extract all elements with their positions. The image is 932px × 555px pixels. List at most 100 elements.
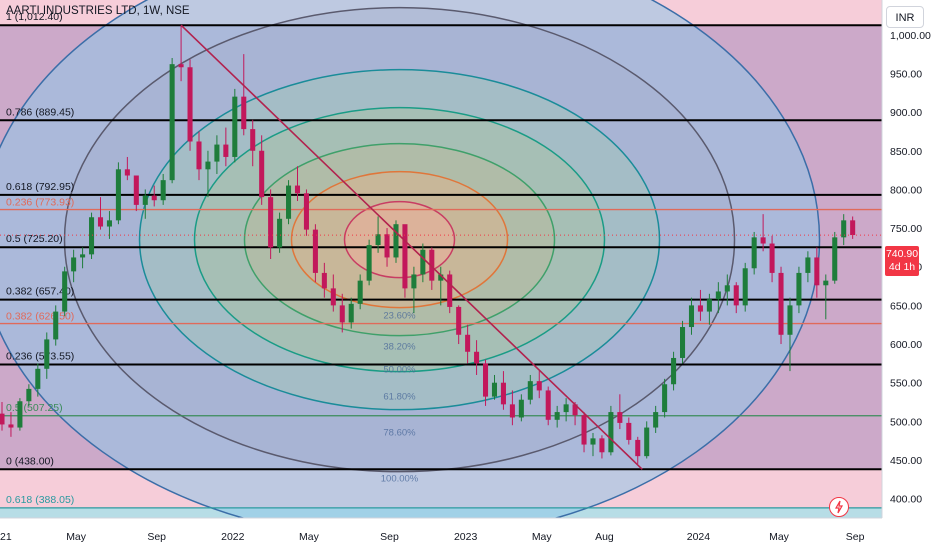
candle-body xyxy=(554,412,560,420)
chart-title: AARTI INDUSTRIES LTD, 1W, NSE xyxy=(6,5,190,17)
candle-body xyxy=(115,169,121,221)
candle-body xyxy=(841,220,847,238)
candle-body xyxy=(850,220,856,236)
x-tick-label: May xyxy=(299,531,320,543)
candle-body xyxy=(330,288,336,306)
candle-body xyxy=(545,390,551,420)
candles xyxy=(0,25,856,464)
x-tick-label: 2021 xyxy=(0,531,12,543)
candle-body xyxy=(277,218,283,248)
candle-body xyxy=(671,357,677,385)
last-price-tag: 740.90 4d 1h xyxy=(885,246,919,276)
candle-body xyxy=(787,305,793,335)
candle-body xyxy=(832,237,838,281)
candle-body xyxy=(169,64,175,181)
candle-body xyxy=(509,404,515,418)
candle-body xyxy=(97,217,104,227)
candle-body xyxy=(393,224,399,258)
candle-body xyxy=(366,245,372,281)
candle-body xyxy=(760,237,766,244)
candle-body xyxy=(0,413,5,425)
last-price: 740.90 xyxy=(885,248,919,260)
candle-body xyxy=(321,272,327,289)
candle-body xyxy=(205,161,211,170)
candle-body xyxy=(312,229,318,273)
x-tick-label: Sep xyxy=(147,531,166,543)
candle-body xyxy=(751,237,757,269)
candle-body xyxy=(339,305,345,323)
candle-body xyxy=(420,249,426,275)
candle-body xyxy=(697,305,703,312)
candle-body xyxy=(563,404,569,413)
candle-body xyxy=(599,438,605,453)
candle-body xyxy=(680,327,686,358)
candle-body xyxy=(626,422,632,440)
fib-secondary-label: 0.236 (773.93) xyxy=(6,197,74,209)
fib-circle-label: 100.00% xyxy=(381,474,419,485)
candle-body xyxy=(518,399,524,418)
fib-level-label: 0.382 (657.40) xyxy=(6,286,74,298)
bar-countdown: 4d 1h xyxy=(888,261,916,273)
candle-body xyxy=(151,195,157,201)
lightning-bolt-icon[interactable] xyxy=(829,497,849,517)
candle-body xyxy=(814,257,820,286)
candle-body xyxy=(429,249,435,281)
candle-body xyxy=(483,363,489,397)
x-tick-label: Aug xyxy=(595,531,614,543)
candle-body xyxy=(375,234,381,246)
candle-body xyxy=(187,67,193,142)
y-tick-label: 500.00 xyxy=(890,416,922,428)
candle-body xyxy=(662,384,668,413)
x-tick-label: 2022 xyxy=(221,531,245,543)
candle-body xyxy=(653,412,659,428)
candle-body xyxy=(491,382,498,397)
candle-body xyxy=(106,220,112,227)
fib-level-label: 0.618 (388.05) xyxy=(6,494,74,506)
candle-body xyxy=(250,129,256,151)
candle-body xyxy=(71,257,77,272)
candle-body xyxy=(357,280,363,304)
candle-body xyxy=(80,254,86,258)
candle-body xyxy=(590,438,596,445)
trend-line xyxy=(180,24,643,470)
x-tick-label: May xyxy=(769,531,790,543)
candle-body xyxy=(778,272,784,335)
candle-body xyxy=(62,271,68,312)
x-axis: 2021 May Sep 2022 May Sep 2023 May Aug 2024 May Sep xyxy=(0,517,882,550)
y-tick-label: 600.00 xyxy=(890,339,922,351)
currency-button[interactable]: INR xyxy=(886,6,924,28)
candle-body xyxy=(688,305,695,328)
y-tick-label: 450.00 xyxy=(890,455,922,467)
fib-circle-label: 61.80% xyxy=(383,392,416,403)
candle-body xyxy=(142,195,148,205)
candle-body xyxy=(232,96,238,157)
y-tick-label: 800.00 xyxy=(890,184,922,196)
candle-body xyxy=(268,197,274,248)
x-axis-bg xyxy=(0,518,882,550)
candle-body xyxy=(447,274,453,307)
candle-body xyxy=(8,424,14,428)
y-tick-label: 650.00 xyxy=(890,300,922,312)
candle-body xyxy=(769,243,775,273)
candle-body xyxy=(348,303,354,323)
candle-body xyxy=(474,351,480,364)
fib-level-label: 0 (438.00) xyxy=(6,455,54,467)
fib-level-label: 0.5 (725.20) xyxy=(6,233,63,245)
fib-circle-label: 38.20% xyxy=(383,342,416,353)
candle-body xyxy=(617,412,623,423)
candle-body xyxy=(733,285,739,306)
candle-body xyxy=(527,381,533,400)
candle-body xyxy=(796,272,802,306)
candle-body xyxy=(89,217,95,255)
y-tick-label: 550.00 xyxy=(890,378,922,390)
fib-circle-label: 78.60% xyxy=(383,428,416,439)
candle-body xyxy=(26,388,32,402)
fib-circle-6 xyxy=(343,200,456,279)
candle-body xyxy=(294,185,301,194)
candle-body xyxy=(214,144,220,162)
candle-body xyxy=(581,415,587,445)
candle-body xyxy=(259,150,265,198)
candle-body xyxy=(223,144,229,157)
